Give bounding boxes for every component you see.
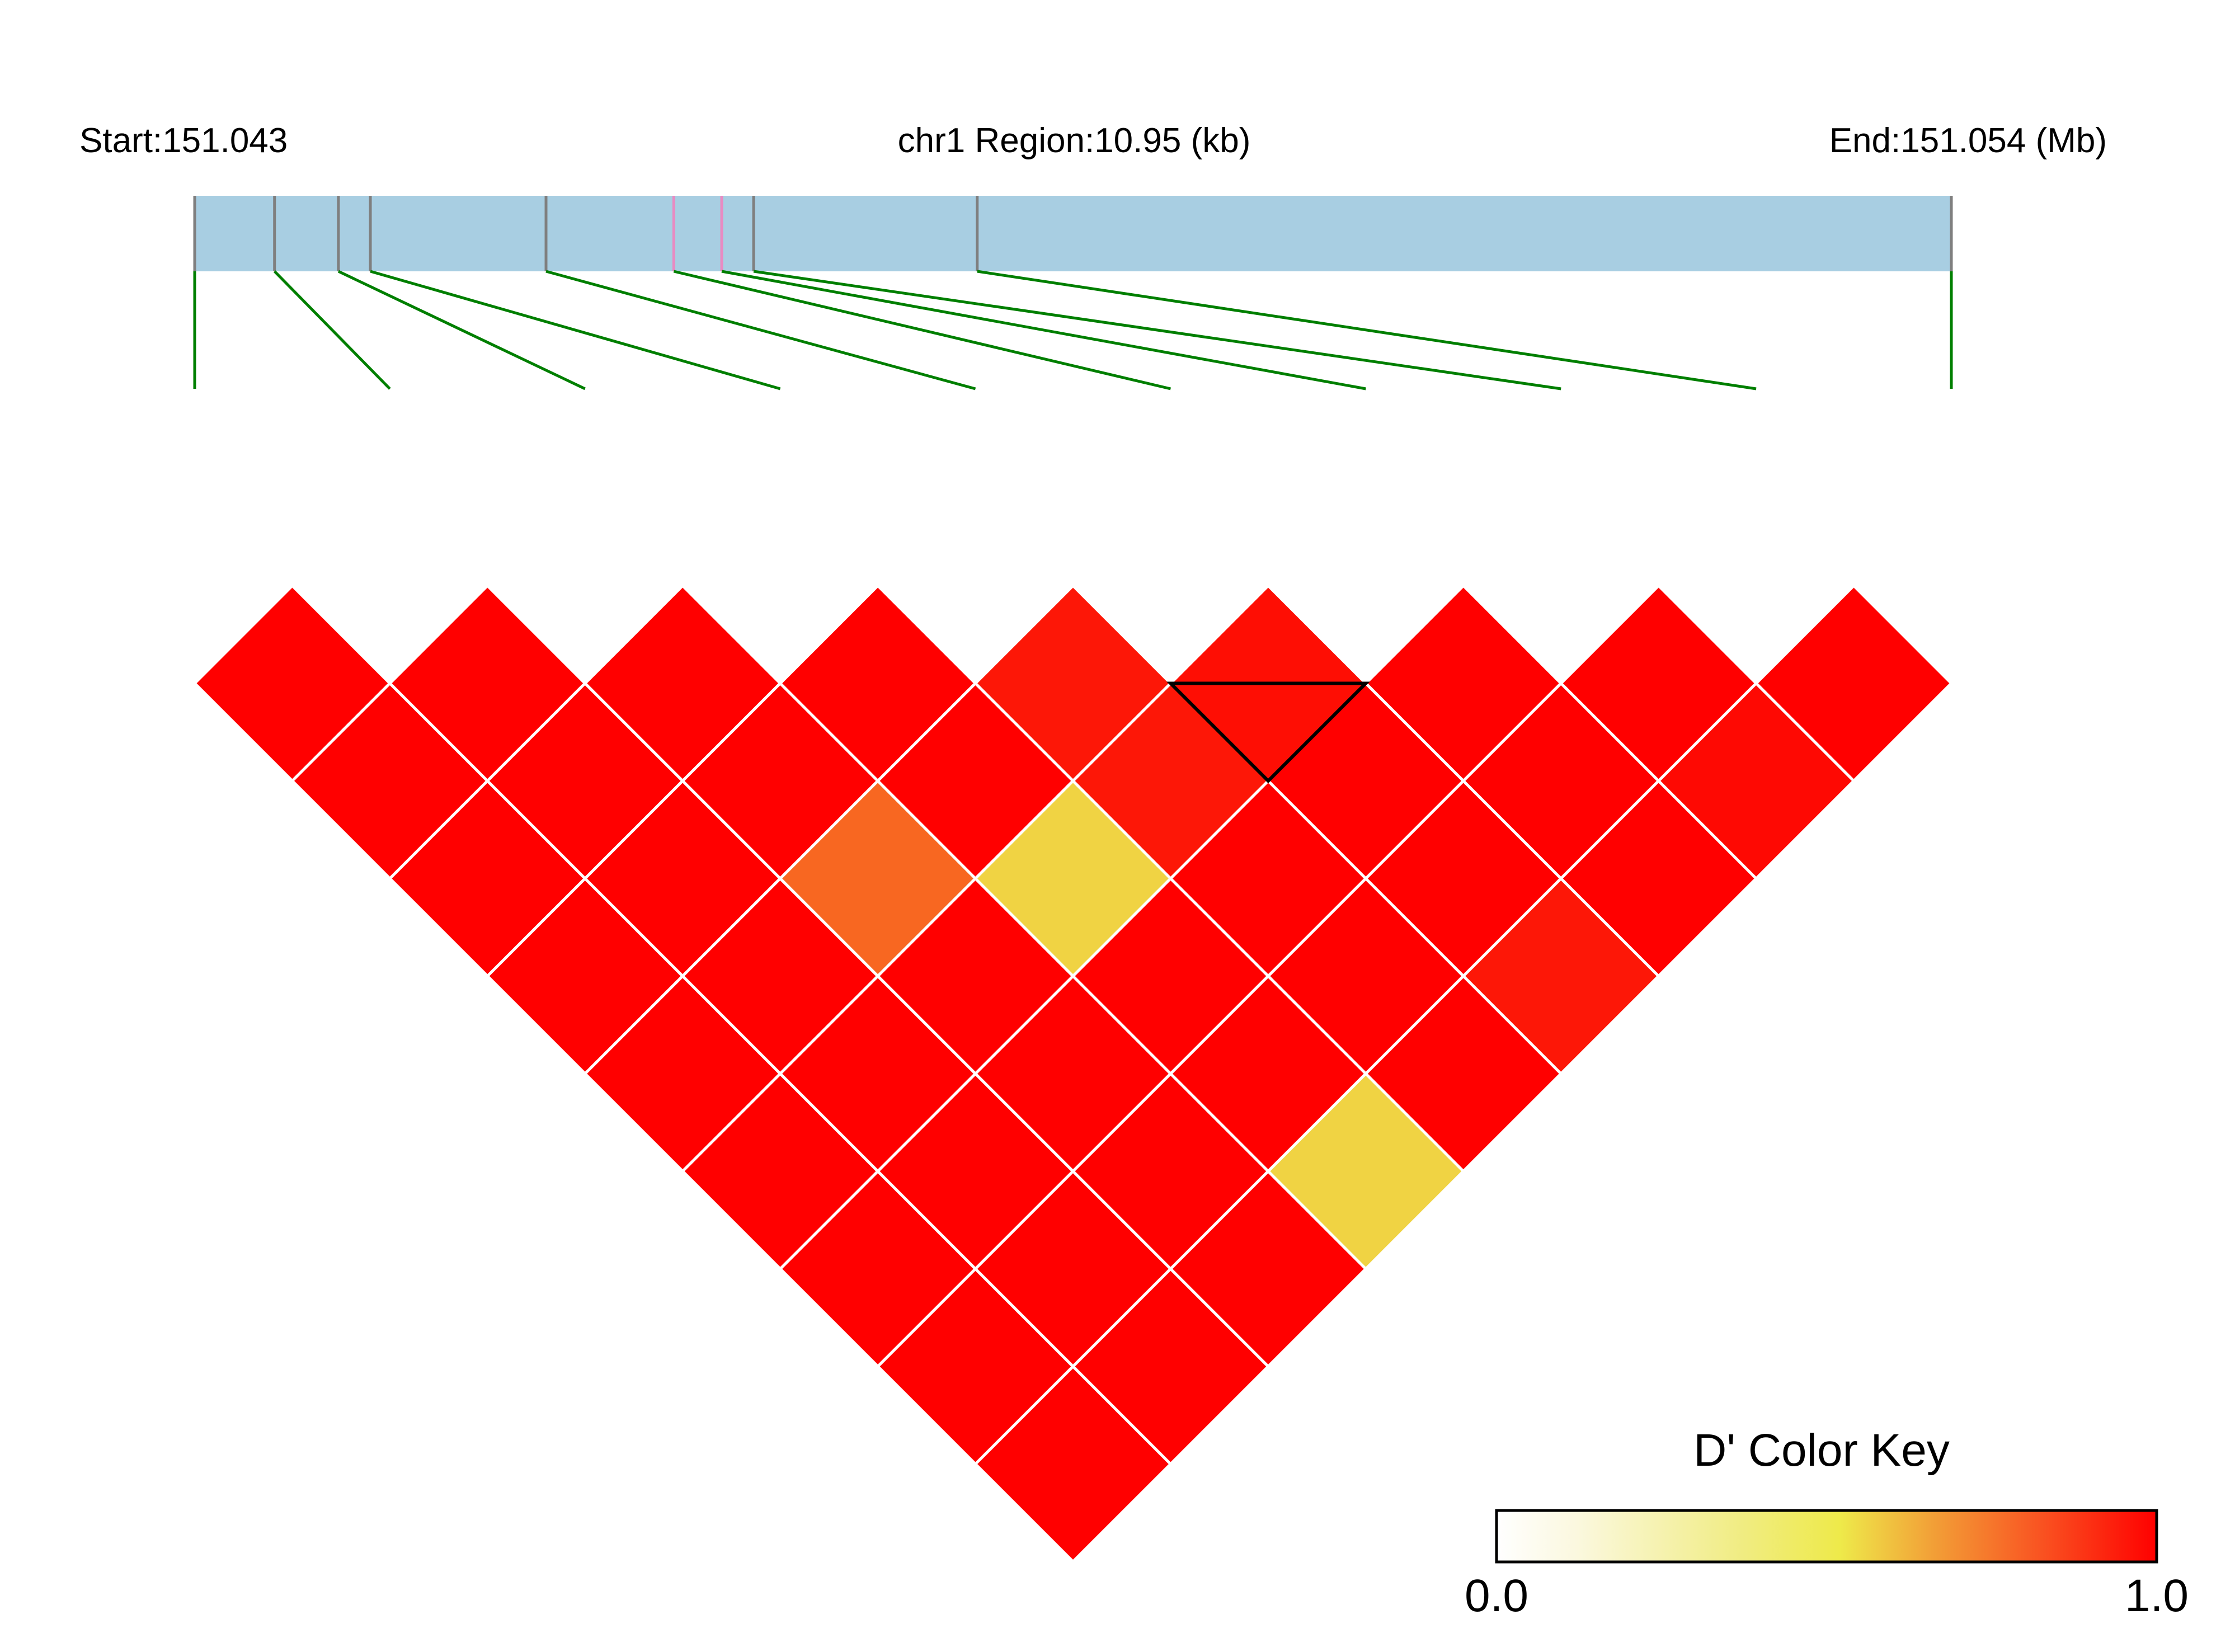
region-start-label: Start:151.043 bbox=[79, 121, 288, 160]
region-center-label: chr1 Region:10.95 (kb) bbox=[898, 121, 1251, 160]
ld-block-outline bbox=[1166, 681, 1370, 784]
region-bar bbox=[195, 196, 1951, 271]
color-key-max-label: 1.0 bbox=[2125, 1570, 2189, 1621]
snp-connector-lines bbox=[193, 270, 1953, 390]
snp-connector-line bbox=[673, 270, 1171, 390]
snp-connector-line bbox=[337, 270, 586, 390]
color-key-title: D' Color Key bbox=[1693, 1425, 1950, 1476]
snp-connector-line bbox=[977, 270, 1757, 390]
snp-connector-line bbox=[753, 270, 1561, 390]
snp-connector-line bbox=[273, 270, 391, 390]
snp-connector-line bbox=[545, 270, 976, 390]
region-end-label: End:151.054 (Mb) bbox=[1829, 121, 2107, 160]
color-key-min-label: 0.0 bbox=[1465, 1570, 1528, 1621]
snp-connector-line bbox=[370, 270, 781, 390]
snp-connector-line bbox=[721, 270, 1366, 390]
snp-ticks bbox=[193, 196, 1953, 271]
ld-cell bbox=[1754, 583, 1954, 783]
color-key-bar bbox=[1495, 1509, 2158, 1564]
ld-cells bbox=[192, 583, 1954, 1564]
